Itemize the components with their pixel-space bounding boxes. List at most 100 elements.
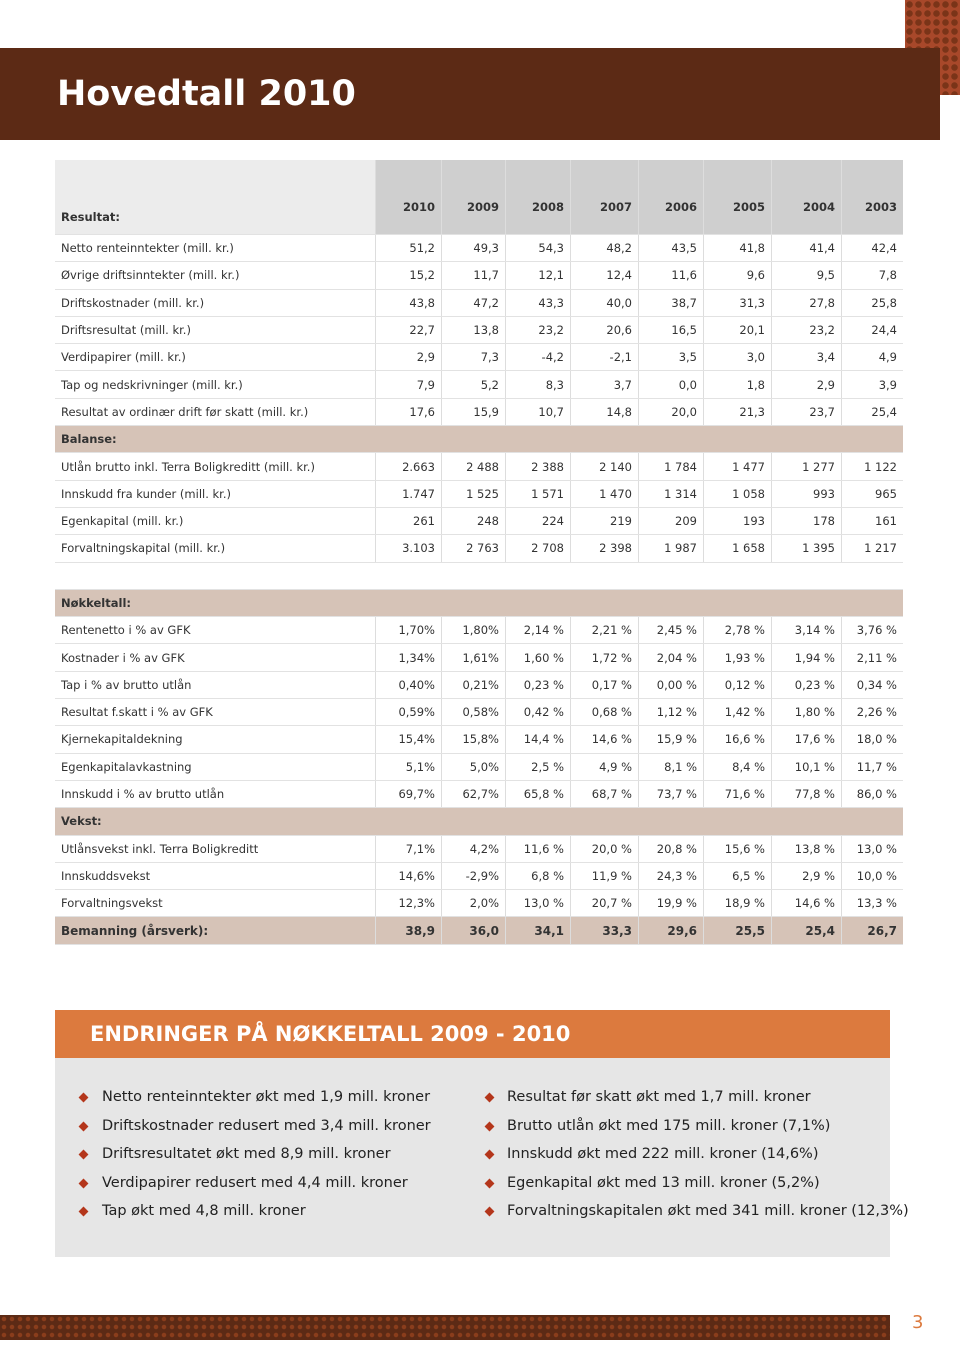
row-label: Innskudd fra kunder (mill. kr.) (55, 480, 376, 508)
cell: 15,9 (441, 398, 506, 427)
cell: 22,7 (375, 316, 442, 345)
section-title: Vekst: (55, 807, 903, 836)
cell: 7,1% (375, 835, 442, 863)
row-label: Egenkapital (mill. kr.) (55, 507, 376, 536)
cell: 2,26 % (841, 698, 903, 727)
cell: 2,9 % (771, 862, 842, 891)
cell: 5,2 (441, 370, 506, 399)
cell: 10,7 (505, 398, 571, 427)
cell: 1 217 (841, 534, 903, 563)
cell: 5,1% (375, 753, 442, 781)
cell: 2,14 % (505, 616, 571, 645)
cell: 11,6 % (505, 835, 571, 863)
cell: 17,6 (375, 398, 442, 427)
cell: 23,7 (771, 398, 842, 427)
cell: 1,72 % (570, 643, 639, 672)
cell: 178 (771, 507, 842, 536)
cell: 1,60 % (505, 643, 571, 672)
cell: 18,0 % (841, 725, 903, 754)
data-row: Utlån brutto inkl. Terra Boligkreditt (m… (55, 452, 903, 481)
cell: 20,0 % (570, 835, 639, 863)
cell: 1 314 (638, 480, 704, 508)
cell: -2,1 (570, 343, 639, 372)
cell: 1 658 (703, 534, 772, 563)
cell: -2,9% (441, 862, 506, 891)
cell: 0,0 (638, 370, 704, 399)
cell: 15,9 % (638, 725, 704, 754)
cell: 17,6 % (771, 725, 842, 754)
cell: 6,5 % (703, 862, 772, 891)
cell: 219 (570, 507, 639, 536)
cell: 43,3 (505, 289, 571, 317)
cell: 29,6 (638, 916, 704, 945)
cell: 3,4 (771, 343, 842, 372)
cell: 3,76 % (841, 616, 903, 645)
cell: 11,6 (638, 261, 704, 290)
page-title: Hovedtall 2010 (57, 74, 356, 114)
cell: 965 (841, 480, 903, 508)
cell: 20,1 (703, 316, 772, 345)
cell: 0,23 % (771, 671, 842, 700)
cell: 1,93 % (703, 643, 772, 672)
year: 2005 (703, 160, 772, 235)
change-item: Forvaltningskapitalen økt med 341 mill. … (507, 1203, 909, 1219)
year: 2003 (841, 160, 903, 235)
cell: 1,12 % (638, 698, 704, 727)
header-row: Resultat: 2010 2009 2008 2007 2006 2005 2004 200… (55, 160, 903, 235)
cell: 12,3% (375, 889, 442, 918)
header-band (0, 48, 940, 140)
spacer (55, 562, 903, 590)
cell: 1,80% (441, 616, 506, 645)
data-row: Verdipapirer (mill. kr.) 2,9 7,3 -4,2 -2,1 3,… (55, 343, 903, 372)
cell: 3,0 (703, 343, 772, 372)
cell: 43,5 (638, 234, 704, 263)
cell: 27,8 (771, 289, 842, 317)
change-item: Driftskostnader redusert med 3,4 mill. k… (102, 1117, 431, 1134)
cell: 2,0% (441, 889, 506, 918)
cell: 33,3 (570, 916, 639, 945)
cell: 25,4 (771, 916, 842, 945)
cell: 0,68 % (570, 698, 639, 727)
cell: 248 (441, 507, 506, 536)
cell: 15,6 % (703, 835, 772, 863)
row-label: Rentenetto i % av GFK (55, 616, 376, 645)
cell: 68,7 % (570, 780, 639, 809)
cell: 1 277 (771, 452, 842, 481)
cell: 9,6 (703, 261, 772, 290)
cell: 261 (375, 507, 442, 536)
cell: 41,8 (703, 234, 772, 263)
cell: 1,8 (703, 370, 772, 399)
cell: 2,21 % (570, 616, 639, 645)
cell: 26,7 (841, 916, 903, 945)
cell: 1,80 % (771, 698, 842, 727)
data-row: Resultat av ordinær drift før skatt (mil… (55, 398, 903, 427)
cell: 24,4 (841, 316, 903, 345)
cell: 1 525 (441, 480, 506, 508)
cell: 25,5 (703, 916, 772, 945)
cell: 10,0 % (841, 862, 903, 891)
section-row: Balanse: (55, 425, 903, 454)
cell: 62,7% (441, 780, 506, 809)
year: 2010 (375, 160, 442, 235)
data-row: Utlånsvekst inkl. Terra Boligkreditt 7,1%… (55, 835, 903, 863)
cell: 19,9 % (638, 889, 704, 918)
cell: 8,4 % (703, 753, 772, 781)
cell: 69,7% (375, 780, 442, 809)
cell: 43,8 (375, 289, 442, 317)
data-row: Driftskostnader (mill. kr.) 43,8 47,2 43,3 4… (55, 289, 903, 317)
cell: 65,8 % (505, 780, 571, 809)
cell: 1,61% (441, 643, 506, 672)
cell: 8,1 % (638, 753, 704, 781)
cell: 993 (771, 480, 842, 508)
cell: 7,8 (841, 261, 903, 290)
data-row: Innskudd i % av brutto utlån 69,7% 62,7% 65… (55, 780, 903, 809)
footer-band (0, 1315, 890, 1340)
cell: 4,9 % (570, 753, 639, 781)
row-label: Resultat f.skatt i % av GFK (55, 698, 376, 727)
change-item: Verdipapirer redusert med 4,4 mill. kron… (102, 1174, 408, 1191)
cell: 1,42 % (703, 698, 772, 727)
year: 2009 (441, 160, 506, 235)
cell: 23,2 (771, 316, 842, 345)
change-item: Driftsresultatet økt med 8,9 mill. krone… (102, 1146, 391, 1162)
cell: 14,6% (375, 862, 442, 891)
